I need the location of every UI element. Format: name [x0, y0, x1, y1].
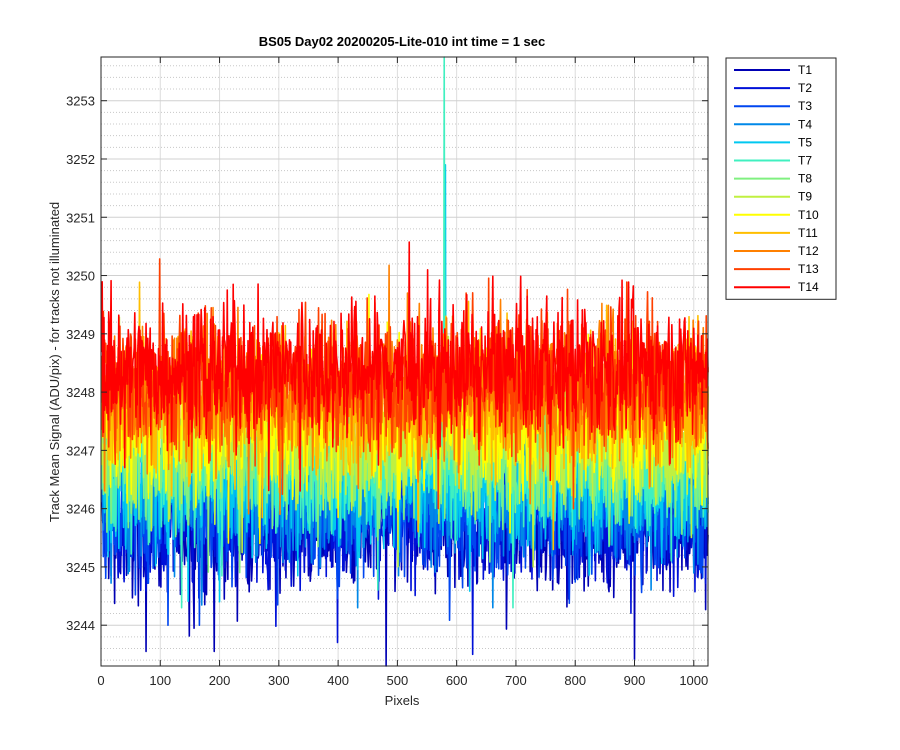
y-tick-label: 3248	[66, 385, 95, 400]
legend-label-t4: T4	[798, 117, 812, 131]
x-tick-label: 700	[505, 673, 527, 688]
series-lines	[100, 56, 709, 667]
x-tick-label: 500	[387, 673, 409, 688]
legend-label-t14: T14	[798, 280, 819, 294]
legend-label-t9: T9	[798, 190, 812, 204]
legend-label-t11: T11	[798, 226, 818, 240]
y-tick-label: 3250	[66, 269, 95, 284]
series-line-t14	[100, 241, 709, 492]
x-tick-label: 0	[97, 673, 104, 688]
x-tick-label: 100	[149, 673, 171, 688]
y-tick-label: 3247	[66, 443, 95, 458]
y-tick-label: 3245	[66, 560, 95, 575]
legend-label-t5: T5	[798, 135, 812, 149]
legend-label-t13: T13	[798, 262, 819, 276]
y-tick-label: 3244	[66, 618, 95, 633]
legend-label-t2: T2	[798, 81, 812, 95]
x-tick-label: 900	[624, 673, 646, 688]
x-tick-label: 200	[209, 673, 231, 688]
x-axis-label: Pixels	[385, 693, 420, 708]
tick-labels: 0 100 200 300 400 500 600 700 800 900 1000 3244 3245…	[66, 94, 708, 688]
axes	[100, 56, 709, 667]
x-tick-label: 300	[268, 673, 290, 688]
legend-label-t12: T12	[798, 244, 819, 258]
legend: T1 T2 T3 T4 T5 T7 T8 T9 T10 T11 T12 T13 T14	[725, 57, 837, 300]
x-tick-label: 400	[327, 673, 349, 688]
y-tick-label: 3246	[66, 502, 95, 517]
x-tick-label: 1000	[679, 673, 708, 688]
legend-label-t1: T1	[798, 63, 812, 77]
chart-title: BS05 Day02 20200205-Lite-010 int time = …	[259, 34, 546, 49]
legend-label-t3: T3	[798, 99, 812, 113]
y-tick-label: 3252	[66, 152, 95, 167]
x-tick-label: 600	[446, 673, 468, 688]
y-tick-label: 3249	[66, 327, 95, 342]
legend-label-t7: T7	[798, 154, 812, 168]
legend-label-t8: T8	[798, 172, 812, 186]
legend-label-t10: T10	[798, 208, 819, 222]
y-tick-label: 3251	[66, 210, 95, 225]
x-tick-label: 800	[564, 673, 586, 688]
y-tick-label: 3253	[66, 94, 95, 109]
axes-box	[100, 56, 709, 667]
y-axis-label: Track Mean Signal (ADU/pix) - for tracks…	[47, 202, 62, 522]
